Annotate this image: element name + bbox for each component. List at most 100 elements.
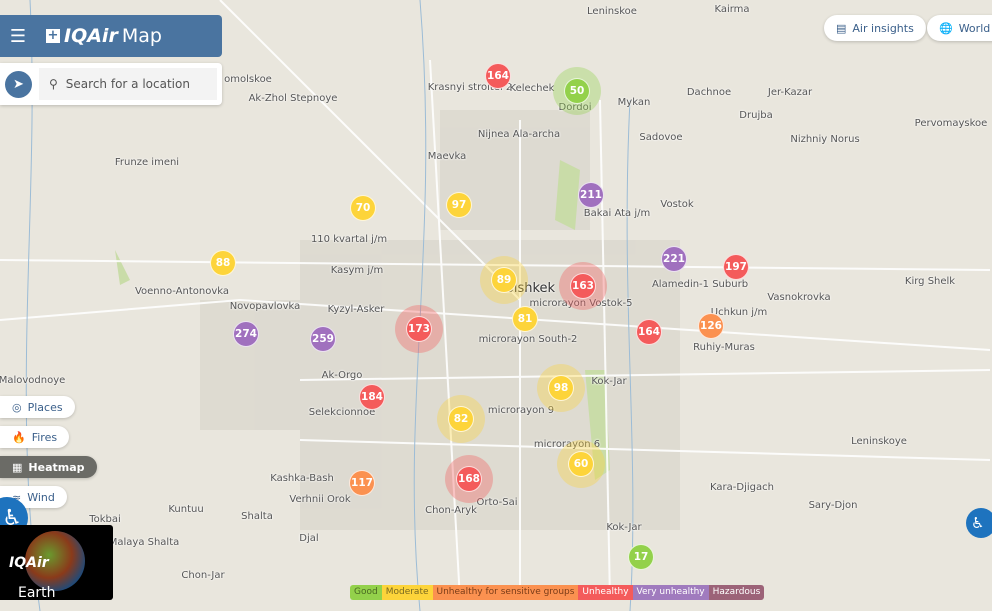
aqi-station-marker[interactable]: 259 [310, 326, 336, 352]
place-label: Chon-Aryk [425, 505, 477, 516]
aqi-station-marker[interactable]: 126 [698, 313, 724, 339]
place-label: Leninskoe [587, 6, 637, 17]
list-icon: ▤ [836, 21, 847, 35]
place-label: Nijnea Ala-archa [477, 129, 561, 140]
place-label: Nizhniy Norus [790, 134, 860, 145]
aqi-station-marker[interactable]: 163 [570, 273, 596, 299]
place-label: Malaya Shalta [108, 537, 180, 548]
legend-item: Unhealthy for sensitive groups [432, 585, 579, 600]
place-label: microrayon Vostok-5 [529, 298, 633, 309]
place-label: microrayon 6 [533, 439, 601, 450]
place-label: Kok-Jar [591, 376, 627, 387]
place-label: Drujba [739, 110, 773, 121]
place-label: Djal [299, 533, 319, 544]
legend-item: Hazardous [708, 585, 765, 600]
aqi-station-marker[interactable]: 97 [446, 192, 472, 218]
aqi-station-marker[interactable]: 117 [349, 470, 375, 496]
plus-icon: + [46, 28, 60, 43]
place-label: Kyzyl-Asker [327, 304, 385, 315]
place-label: Kairma [714, 4, 750, 15]
place-label: Bishkek [504, 281, 556, 296]
place-label: Orto-Sai [476, 497, 518, 508]
place-label: Kara-Djigach [710, 482, 774, 493]
place-label: Kelechek [509, 83, 555, 94]
search-bar: ➤ ⚲ Search for a location [0, 63, 222, 105]
place-label: 110 kvartal j/m [310, 234, 388, 245]
place-label: Kuntuu [168, 504, 204, 515]
aqi-station-marker[interactable]: 60 [568, 451, 594, 477]
aqi-station-marker[interactable]: 50 [564, 78, 590, 104]
aqi-station-marker[interactable]: 88 [210, 250, 236, 276]
accessibility-button-right[interactable]: ♿ [966, 508, 992, 538]
aqi-station-marker[interactable]: 17 [628, 544, 654, 570]
layer-places[interactable]: ◎ Places [0, 396, 75, 418]
place-label: Ruhiy-Muras [693, 342, 755, 353]
place-label: Selekcionnoe [308, 407, 376, 418]
legend-item: Very unhealthy [632, 585, 709, 600]
search-icon: ⚲ [49, 77, 58, 91]
aqi-station-marker[interactable]: 221 [661, 246, 687, 272]
place-label: Leninskoye [851, 436, 907, 447]
place-label: Pervomayskoe [914, 118, 988, 129]
aqi-station-marker[interactable]: 164 [485, 63, 511, 89]
pin-icon: ◎ [12, 400, 22, 414]
place-label: Kasym j/m [330, 265, 384, 276]
place-label: Uchkun j/m [710, 307, 768, 318]
place-label: Shalta [241, 511, 273, 522]
place-label: Alamedin-1 Suburb [651, 279, 749, 290]
iqair-earth-button[interactable]: IQAir Earth [0, 525, 113, 600]
place-label: Chon-Jar [181, 570, 225, 581]
locate-me-button[interactable]: ➤ [5, 71, 32, 98]
place-label: Dordoi [558, 102, 592, 113]
iqair-logo: + IQAir Map [46, 25, 162, 47]
air-insights-button[interactable]: ▤ Air insights [824, 15, 926, 41]
fire-icon: 🔥 [12, 430, 26, 444]
aqi-station-marker[interactable]: 168 [456, 466, 482, 492]
place-label: Krasnyi stroitel 2 [427, 82, 513, 93]
aqi-station-marker[interactable]: 89 [491, 267, 517, 293]
legend-item: Good [350, 585, 382, 600]
aqi-station-marker[interactable]: 164 [636, 319, 662, 345]
place-label: Sadovoe [639, 132, 683, 143]
place-label: Novopavlovka [229, 301, 301, 312]
hamburger-icon[interactable]: ☰ [9, 25, 27, 47]
layer-heatmap[interactable]: ▦ Heatmap [0, 456, 97, 478]
place-label: Sary-Djon [808, 500, 858, 511]
aqi-station-marker[interactable]: 274 [233, 321, 259, 347]
place-label: Ak-Zhol Stepnoye [248, 93, 338, 104]
place-label: Tokbai [89, 514, 121, 525]
accessibility-icon: ♿ [971, 514, 985, 532]
place-label: Jer-Kazar [767, 87, 813, 98]
aqi-station-marker[interactable]: 173 [406, 316, 432, 342]
aqi-station-marker[interactable]: 211 [578, 182, 604, 208]
place-label: Kirg Shelk [904, 276, 956, 287]
accessibility-icon: ♿ [2, 505, 22, 531]
place-label: Vostok [660, 199, 694, 210]
place-label: Maevka [427, 151, 467, 162]
aqi-station-marker[interactable]: 184 [359, 384, 385, 410]
wind-icon: ≈ [12, 490, 22, 504]
legend-item: Unhealthy [578, 585, 633, 600]
search-input[interactable]: ⚲ Search for a location [39, 68, 217, 100]
aqi-legend: Good Moderate Unhealthy for sensitive grou… [350, 585, 765, 600]
legend-item: Moderate [381, 585, 433, 600]
place-label: Voenno-Antonovka [134, 286, 230, 297]
place-label: Ak-Orgo [321, 370, 363, 381]
place-label: Verhnii Orok [289, 494, 351, 505]
place-label: Mykan [617, 97, 651, 108]
aqi-station-marker[interactable]: 81 [512, 306, 538, 332]
aqi-station-marker[interactable]: 82 [448, 406, 474, 432]
world-button[interactable]: 🌐World a [927, 15, 992, 41]
aqi-station-marker[interactable]: 70 [350, 195, 376, 221]
app-header: ☰ + IQAir Map [0, 15, 222, 57]
aqi-station-marker[interactable]: 197 [723, 254, 749, 280]
place-label: Frunze imeni [114, 157, 180, 168]
aqi-station-marker[interactable]: 98 [548, 375, 574, 401]
place-label: Malovodnoye [0, 375, 66, 386]
place-label: microrayon 9 [487, 405, 555, 416]
place-label: Bakai Ata j/m [583, 208, 651, 219]
layer-fires[interactable]: 🔥 Fires [0, 426, 70, 448]
place-label: Dachnoe [686, 87, 732, 98]
globe-icon: 🌐 [939, 21, 953, 35]
